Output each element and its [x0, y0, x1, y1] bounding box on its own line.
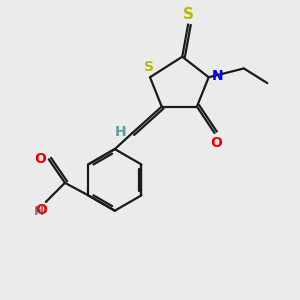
Text: O: O	[34, 152, 46, 167]
Text: H: H	[115, 124, 127, 139]
Text: S: S	[143, 60, 154, 74]
Text: O: O	[210, 136, 222, 150]
Text: O: O	[35, 203, 47, 218]
Text: H: H	[34, 205, 44, 218]
Text: S: S	[183, 7, 194, 22]
Text: N: N	[212, 69, 223, 83]
